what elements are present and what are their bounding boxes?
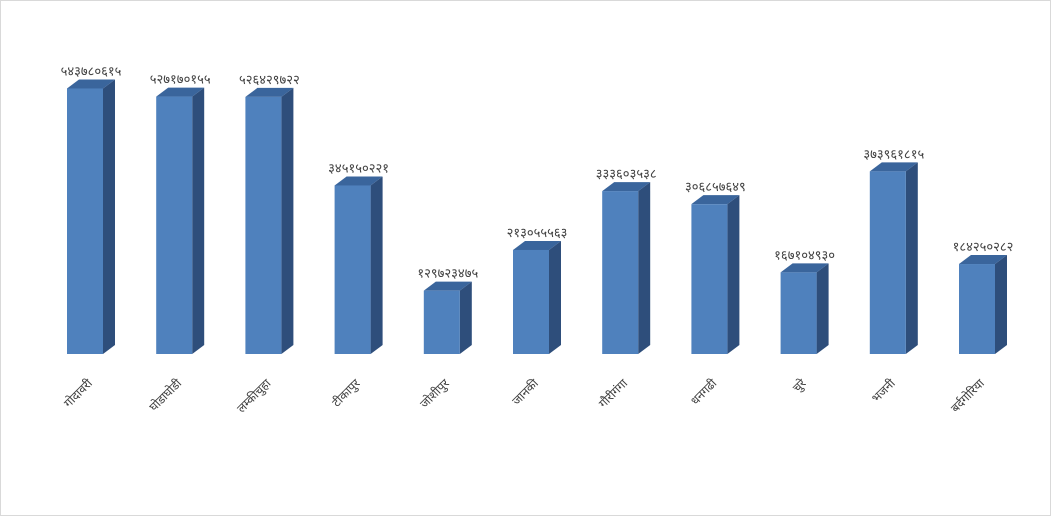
category-label: घोडाघोडी bbox=[147, 376, 185, 414]
bar-1 bbox=[67, 79, 115, 354]
category-label: गोदावरी bbox=[61, 376, 96, 411]
bar-4 bbox=[334, 176, 383, 354]
data-label: ३७३९६१८१५ bbox=[863, 147, 924, 162]
data-label: २१३०५५५६३ bbox=[507, 226, 568, 241]
bar-front-face bbox=[959, 264, 995, 354]
bar-side-face bbox=[281, 87, 294, 354]
category-label: लम्कीचुहा bbox=[234, 376, 275, 417]
data-label: ५२६४२९७२२ bbox=[239, 73, 300, 88]
bar-front-face bbox=[780, 272, 817, 354]
bar-front-face bbox=[869, 171, 906, 354]
bar-11 bbox=[959, 255, 1007, 354]
bar-9 bbox=[780, 263, 829, 354]
bar-front-face bbox=[156, 96, 193, 354]
category-label: टीकापुर bbox=[329, 375, 364, 410]
bar-front-face bbox=[691, 204, 728, 354]
bar-front-face bbox=[602, 191, 639, 354]
category-label: धनगढी bbox=[688, 376, 720, 408]
data-label: १८४२५०२८२ bbox=[953, 240, 1014, 255]
bar-top-face bbox=[691, 195, 740, 205]
bar-side-face bbox=[816, 263, 829, 354]
bar-front-face bbox=[67, 88, 103, 354]
bar-top-face bbox=[602, 182, 651, 192]
category-label: भजनी bbox=[869, 376, 899, 406]
bar-top-face bbox=[780, 263, 829, 273]
bar-side-face bbox=[638, 182, 651, 354]
bar-10 bbox=[869, 162, 918, 354]
bar-side-face bbox=[905, 162, 918, 354]
bar-side-face bbox=[192, 87, 205, 354]
data-label: ३३३६०३५३८ bbox=[596, 167, 657, 182]
category-label: चुरे bbox=[790, 375, 810, 395]
bar-top-face bbox=[513, 240, 561, 250]
bar-side-face bbox=[459, 281, 472, 354]
data-label: ५२७१७०१५५ bbox=[150, 73, 211, 88]
bar-7 bbox=[602, 182, 651, 354]
category-label: बर्दगोरिया bbox=[948, 376, 988, 416]
bar-front-face bbox=[334, 185, 371, 354]
data-label: १६७१०४९३० bbox=[774, 248, 835, 263]
bar-6 bbox=[513, 240, 561, 354]
bar-front-face bbox=[423, 290, 460, 354]
bar-front-face bbox=[513, 249, 549, 354]
category-label: गौरीगंगा bbox=[596, 376, 631, 411]
bar-top-face bbox=[869, 162, 918, 172]
bar-top-face bbox=[959, 255, 1007, 265]
data-label: १२९७२३४७५ bbox=[417, 267, 478, 282]
bar-5 bbox=[423, 281, 472, 354]
bar-top-face bbox=[67, 79, 115, 89]
data-label: ५४३७८०६१५ bbox=[61, 64, 122, 79]
bar-2 bbox=[156, 87, 205, 354]
bar-side-face bbox=[549, 240, 561, 354]
bar-top-face bbox=[423, 281, 472, 291]
bar-3 bbox=[245, 87, 294, 354]
bar-top-face bbox=[156, 87, 205, 97]
category-label: जानकी bbox=[509, 376, 541, 408]
data-label: ३०६८५७६४९ bbox=[685, 180, 746, 195]
bar-front-face bbox=[245, 96, 282, 354]
bar-side-face bbox=[727, 195, 740, 354]
data-label: ३४५१५०२२१ bbox=[328, 161, 389, 176]
category-label: जोशीपुर bbox=[417, 375, 453, 411]
bar-8 bbox=[691, 195, 740, 354]
bar-side-face bbox=[103, 79, 115, 354]
bar-side-face bbox=[370, 176, 383, 354]
bar-side-face bbox=[995, 255, 1007, 354]
bar-top-face bbox=[334, 176, 383, 186]
bar-top-face bbox=[245, 87, 294, 97]
